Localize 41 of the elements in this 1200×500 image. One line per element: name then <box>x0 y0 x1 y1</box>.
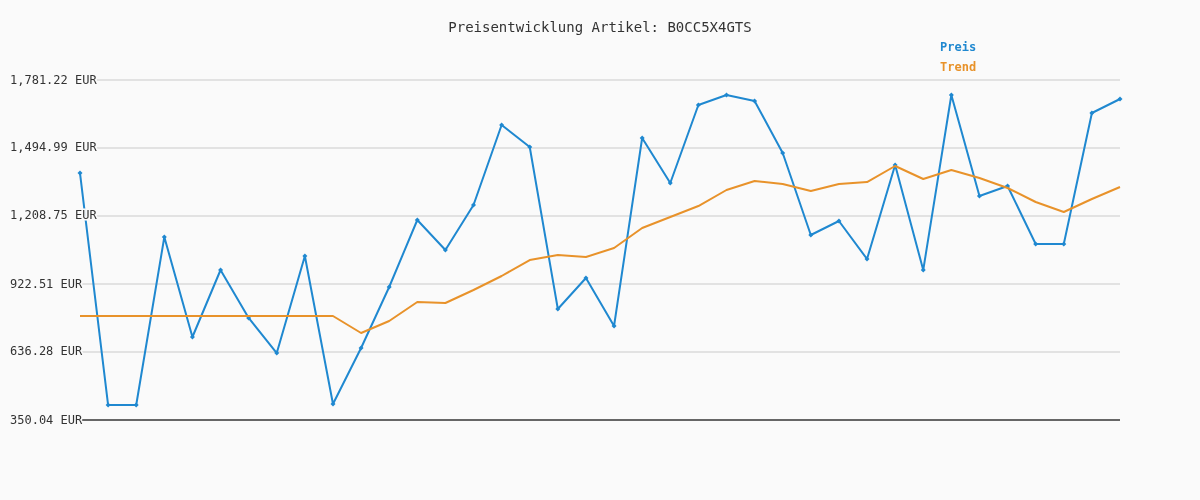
point <box>920 267 926 273</box>
point <box>752 98 758 104</box>
point <box>611 323 617 329</box>
point <box>836 218 842 224</box>
point <box>583 275 589 281</box>
point <box>527 144 533 150</box>
point <box>808 232 814 238</box>
point <box>976 193 982 199</box>
point <box>864 256 870 262</box>
point <box>77 170 83 176</box>
point <box>723 92 729 98</box>
point <box>218 267 224 273</box>
point <box>555 306 561 312</box>
point <box>695 102 701 108</box>
point <box>386 284 392 290</box>
point <box>948 92 954 98</box>
point <box>358 345 364 351</box>
point <box>499 122 505 128</box>
chart-title: Preisentwicklung Artikel: B0CC5X4GTS <box>448 19 752 35</box>
point <box>302 253 308 259</box>
point <box>780 150 786 156</box>
point <box>105 402 111 408</box>
point <box>442 247 448 253</box>
y-tick-label: 636.28 EUR <box>10 344 84 359</box>
point <box>330 401 336 407</box>
y-tick-label: 1,494.99 EUR <box>10 140 98 155</box>
text: Trend <box>940 59 977 74</box>
point <box>1061 241 1067 247</box>
y-tick-label: 350.04 EUR <box>10 412 84 427</box>
y-tick-label: 1,781.22 EUR <box>10 72 98 87</box>
point <box>274 350 280 356</box>
point <box>471 202 477 208</box>
point <box>639 135 645 141</box>
point <box>414 217 420 223</box>
point <box>667 180 673 186</box>
text: Preis <box>940 39 977 54</box>
point <box>1089 110 1095 116</box>
y-tick-label: 922.51 EUR <box>10 276 84 291</box>
point <box>1117 96 1123 102</box>
point <box>133 402 139 408</box>
point <box>161 234 167 240</box>
